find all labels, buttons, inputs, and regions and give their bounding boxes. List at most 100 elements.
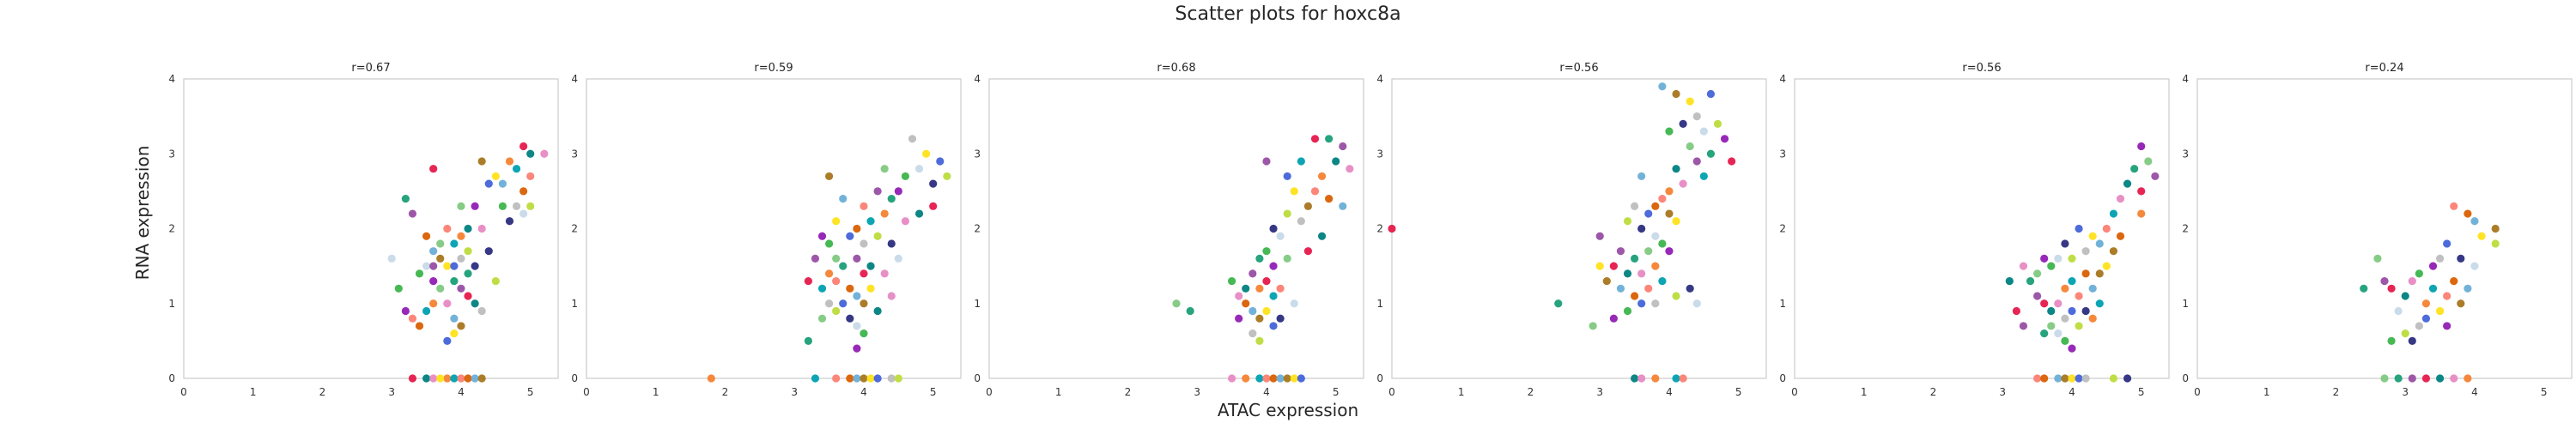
data-point [832,254,841,263]
data-point [1623,269,1632,278]
data-point [1325,195,1334,203]
data-point [519,209,528,218]
data-point [1262,247,1271,256]
data-point [450,329,459,338]
data-point [2040,329,2049,338]
panel-title: r=0.67 [351,62,390,75]
data-point [853,292,861,300]
data-point [2130,165,2139,173]
data-point [2380,374,2389,383]
data-point [1276,374,1285,383]
data-point [2019,262,2028,270]
data-point [832,374,841,383]
data-point [1658,239,1667,248]
data-point [2095,299,2104,308]
data-point [2047,306,2056,316]
data-point [1651,232,1660,240]
data-point [1706,149,1716,158]
data-point [1609,262,1618,270]
data-point [2401,292,2409,300]
data-point [422,232,431,240]
data-point [457,232,465,240]
data-point [832,306,841,316]
data-point [929,202,938,210]
data-point [873,187,882,196]
data-point [1623,217,1632,226]
data-point [2415,322,2423,330]
data-point [936,157,945,166]
data-point [887,374,896,383]
data-point [2081,247,2090,256]
data-point [860,374,868,383]
data-point [901,172,910,181]
panel-title: r=0.56 [1962,62,2001,75]
data-point [2477,232,2486,240]
data-point [2123,179,2132,188]
data-point [387,254,396,263]
data-point [1227,276,1236,286]
data-point [2123,374,2132,383]
data-point [1665,247,1674,256]
scatter-panel-2: r=0.59 0 1 2 3 4 5 0 1 2 3 4 [571,62,962,398]
data-point [477,157,486,166]
x-tick-label: 0 [180,386,187,398]
data-point [2075,322,2083,330]
data-point [1679,119,1687,128]
data-point [2151,172,2160,181]
x-tick-label: 0 [2194,386,2201,398]
data-point [429,276,438,286]
data-point [436,254,445,263]
x-tick-label: 5 [930,386,937,398]
data-point [804,276,812,286]
data-point [887,239,896,248]
data-point [2019,322,2028,330]
data-point [1255,314,1264,323]
data-point [2415,269,2423,278]
data-point [839,195,848,203]
data-point [519,187,528,196]
data-point [707,374,715,383]
y-tick-label: 0 [168,372,175,384]
x-axis-label: ATAC expression [1217,400,1359,420]
x-tick-label: 5 [1735,386,1742,398]
data-point [415,269,424,278]
panel-title: r=0.59 [754,62,793,75]
data-point [2464,209,2472,218]
data-point [2360,284,2368,293]
data-point [880,269,889,278]
data-point [2054,329,2063,338]
data-point [824,299,834,308]
y-tick-label: 4 [1779,73,1786,85]
data-point [846,232,854,240]
data-point [1644,247,1653,256]
data-point [2421,374,2431,383]
data-point [2068,306,2076,316]
data-point [1332,157,1340,166]
data-point [1297,157,1305,166]
x-tick-label: 4 [458,386,465,398]
data-point [880,165,889,173]
data-point [450,314,459,323]
data-point [1255,374,1264,383]
data-point [1249,269,1257,278]
data-point [1388,224,1396,233]
data-point [866,217,875,226]
panel-title: r=0.24 [2365,62,2403,75]
data-point [457,202,465,210]
data-point [832,276,841,286]
data-point [860,329,868,338]
data-point [526,202,535,210]
data-point [2081,269,2090,278]
data-point [894,187,902,196]
data-point [1651,374,1660,383]
y-tick-label: 1 [1779,298,1786,310]
data-point [887,292,896,300]
x-tick-label: 5 [527,386,534,398]
data-point [1290,374,1298,383]
data-point [2109,374,2118,383]
data-point [1651,202,1660,210]
data-point [1637,269,1646,278]
data-point [477,306,486,316]
data-point [1630,202,1639,210]
data-point [1317,172,1327,181]
